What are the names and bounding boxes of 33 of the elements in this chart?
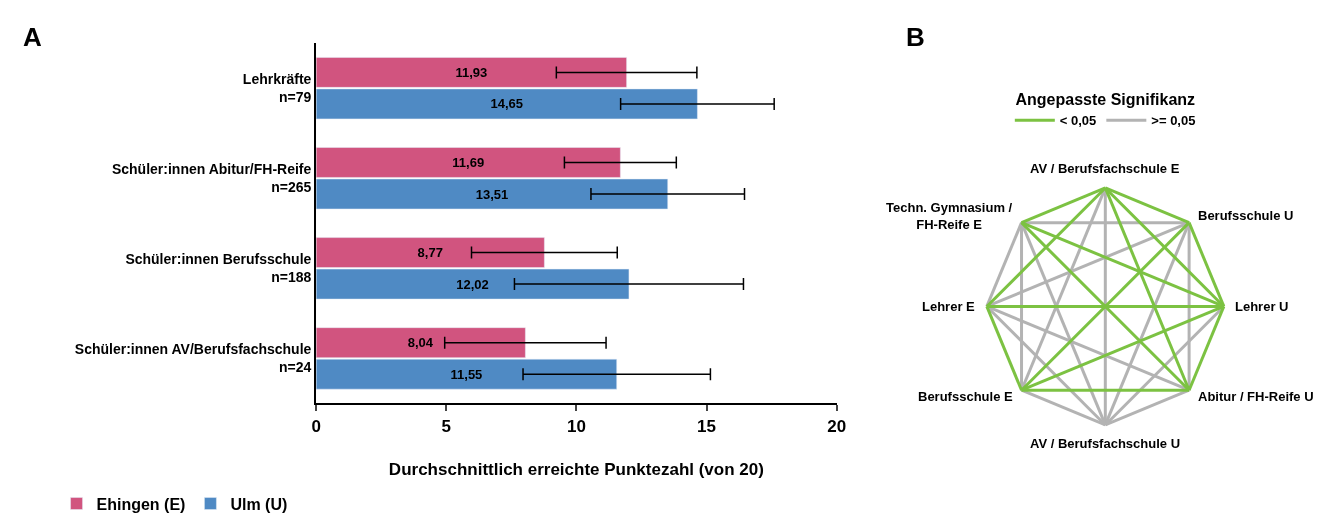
category-label: AV / Berufsfachschule E (1030, 161, 1180, 176)
legend-label: Ehingen (E) (96, 495, 186, 513)
category-label: Berufsschule U (1198, 208, 1294, 223)
x-tick-label: 5 (441, 416, 451, 436)
text: < 0,05 (1059, 113, 1097, 129)
legend-title: Angepasste Signifikanz (1015, 91, 1196, 109)
data-label: 11,55 (450, 366, 483, 382)
data-label: 13,51 (475, 186, 509, 202)
y-tick-label: Schüler:innen AV/Berufsfachschule n=24 (74, 341, 312, 376)
category-label: Lehrer U (1235, 299, 1289, 314)
data-label: 8,77 (417, 245, 443, 261)
text: >= 0,05 (1151, 113, 1196, 129)
y-tick-label: Lehrkräfte n=79 (242, 70, 312, 106)
x-tick-label: 15 (697, 416, 716, 436)
x-axis-title: Durchschnittlich erreichte Punktezahl (von 20) (388, 459, 764, 479)
category-label: Techn. Gymnasium / FH-Reife E (886, 200, 1013, 232)
x-tick-label: 20 (827, 416, 847, 436)
data-label: 11,69 (452, 154, 485, 170)
category-label: Lehrer E (922, 299, 976, 314)
category-label: Abitur / FH-Reife U (1198, 389, 1314, 404)
y-tick-label: Schüler:innen Abitur/FH-Reife n=265 (111, 161, 312, 196)
category-label: Berufsschule E (918, 389, 1013, 404)
x-tick-label: 10 (566, 416, 586, 436)
legend-label: Ulm (U) (230, 495, 288, 513)
data-label: 14,65 (490, 96, 524, 112)
data-label: 11,93 (455, 64, 488, 80)
data-label: 8,04 (407, 335, 434, 351)
x-tick-label: 0 (311, 416, 321, 436)
y-tick-label: Schüler:innen Berufsschule n=188 (125, 251, 312, 286)
data-label: 12,02 (456, 276, 489, 292)
category-label: AV / Berufsfachschule U (1030, 436, 1181, 451)
text: B (906, 22, 925, 52)
text: A (23, 22, 42, 52)
